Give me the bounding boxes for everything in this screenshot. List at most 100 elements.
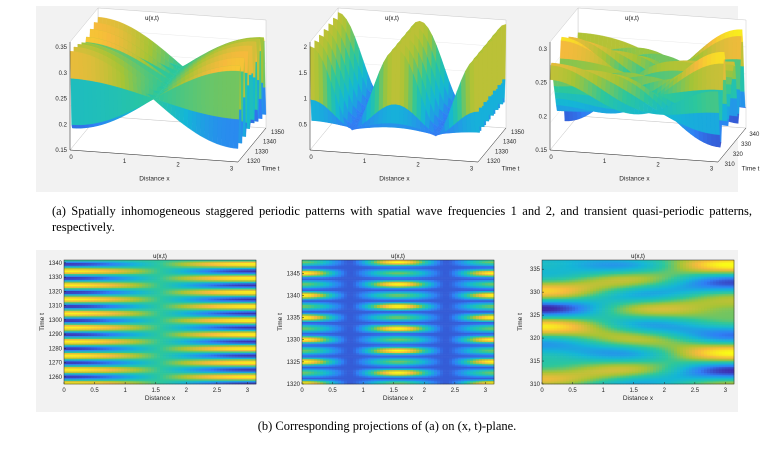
heatmap-cell xyxy=(169,263,173,265)
heatmap-cell xyxy=(70,264,74,267)
heatmap-cell xyxy=(187,263,191,265)
surface-patch xyxy=(93,37,100,45)
heatmap-cell xyxy=(76,263,80,265)
heatmap-cell xyxy=(121,261,125,264)
surface-patch xyxy=(732,97,738,117)
heatmap-cell xyxy=(196,260,200,262)
surface-patch xyxy=(726,84,732,95)
heatmap-cell xyxy=(253,260,257,262)
heatmap-cell xyxy=(133,266,137,269)
heatmap-cell xyxy=(115,264,119,267)
heatmap-cell xyxy=(127,263,131,265)
heatmap-cell xyxy=(211,260,215,262)
heatmap-cell xyxy=(220,261,224,264)
heatmap-cell xyxy=(166,260,170,262)
heatmap-cell xyxy=(196,261,200,264)
surface-patch xyxy=(235,65,241,72)
heatmap-cell xyxy=(103,264,107,267)
heatmap-cell xyxy=(157,261,161,264)
heatmap-cell xyxy=(253,264,257,267)
surface-patch xyxy=(731,78,737,99)
heatmap-cell xyxy=(151,261,155,264)
heatmap-cell xyxy=(241,261,245,264)
heatmap-cell xyxy=(199,261,203,264)
z-tick-label: 1 xyxy=(304,97,308,103)
heatmap-cell xyxy=(79,263,83,265)
z-tick-label: 0.25 xyxy=(535,81,547,87)
heatmap-cell xyxy=(145,260,149,262)
heatmap-cell xyxy=(217,260,221,262)
z-tick-label: 0.3 xyxy=(59,71,68,77)
heatmap-cell xyxy=(244,261,248,264)
heatmap-cell xyxy=(205,263,209,265)
heatmap-cell xyxy=(118,261,122,264)
y-tick-label: 1340 xyxy=(263,140,277,146)
heatmap-cell xyxy=(145,266,149,269)
heatmap-cell xyxy=(238,260,242,262)
heatmap-cell xyxy=(106,266,110,269)
heatmap-cell xyxy=(124,261,128,264)
heatmap-cell xyxy=(109,266,113,269)
heatmap-cell xyxy=(250,264,254,267)
heatmap-cell xyxy=(85,266,89,269)
heatmap-cell xyxy=(226,263,230,265)
heatmap-cell xyxy=(154,261,158,264)
heatmap-cell xyxy=(244,260,248,262)
heatmap-cell xyxy=(205,260,209,262)
heatmap-cell xyxy=(136,266,140,269)
y-tick-label: 1330 xyxy=(495,149,509,155)
heatmap-cell xyxy=(64,261,68,264)
heatmap-cell xyxy=(79,260,83,262)
heatmap-cell xyxy=(115,261,119,264)
heatmap-cell xyxy=(115,260,119,262)
heatmap-cells xyxy=(64,260,257,385)
y-axis-label: Time t xyxy=(502,166,520,173)
heatmap-cell xyxy=(133,260,137,262)
z-tick-label: 0.15 xyxy=(55,148,67,154)
x-axis-label: Distance x xyxy=(379,176,410,183)
heatmap-cell xyxy=(226,261,230,264)
surface-plot-frequency-1: 012313201330134013500.150.20.250.30.35Di… xyxy=(55,7,285,183)
x-tick-label: 2 xyxy=(656,163,660,169)
heatmap-cell xyxy=(232,260,236,262)
heatmap-cell xyxy=(121,260,125,262)
heatmap-cell xyxy=(67,260,71,262)
z-tick-label: 2 xyxy=(304,45,308,51)
heatmap-cell xyxy=(124,260,128,262)
heatmap-cell xyxy=(76,261,80,264)
heatmap-cell xyxy=(142,260,146,262)
heatmap-cell xyxy=(115,263,119,265)
heatmap-cell xyxy=(121,263,125,265)
heatmap-cell xyxy=(103,263,107,265)
heatmap-cell xyxy=(232,261,236,264)
heatmap-cell xyxy=(178,264,182,267)
x-axis-label: Distance x xyxy=(139,176,170,183)
heatmap-cell xyxy=(112,261,116,264)
heatmap-cell xyxy=(229,263,233,265)
y-axis-label: Time t xyxy=(262,166,280,173)
heatmap-cell xyxy=(241,264,245,267)
heatmap-cell xyxy=(217,261,221,264)
x-tick-label: 1 xyxy=(363,159,367,165)
heatmap-cell xyxy=(250,263,254,265)
heatmap-cell xyxy=(175,261,179,264)
heatmap-cell xyxy=(220,260,224,262)
heatmap-cell xyxy=(94,266,98,269)
heatmap-cell xyxy=(79,261,83,264)
heatmap-cell xyxy=(184,261,188,264)
heatmap-cell xyxy=(244,263,248,265)
heatmap-cell xyxy=(106,261,110,264)
heatmap-cell xyxy=(73,264,77,267)
y-tick-label: 1350 xyxy=(511,130,525,136)
heatmap-cell xyxy=(250,260,254,262)
heatmap-cell xyxy=(136,263,140,265)
heatmap-cell xyxy=(91,261,95,264)
heatmap-cell xyxy=(121,264,125,267)
surface-mesh xyxy=(309,12,507,137)
x-axis-line xyxy=(549,149,719,163)
heatmap-cell xyxy=(76,266,80,269)
heatmap-cell xyxy=(142,266,146,269)
z-tick-label: 0.3 xyxy=(539,47,548,53)
heatmap-cell xyxy=(136,264,140,267)
